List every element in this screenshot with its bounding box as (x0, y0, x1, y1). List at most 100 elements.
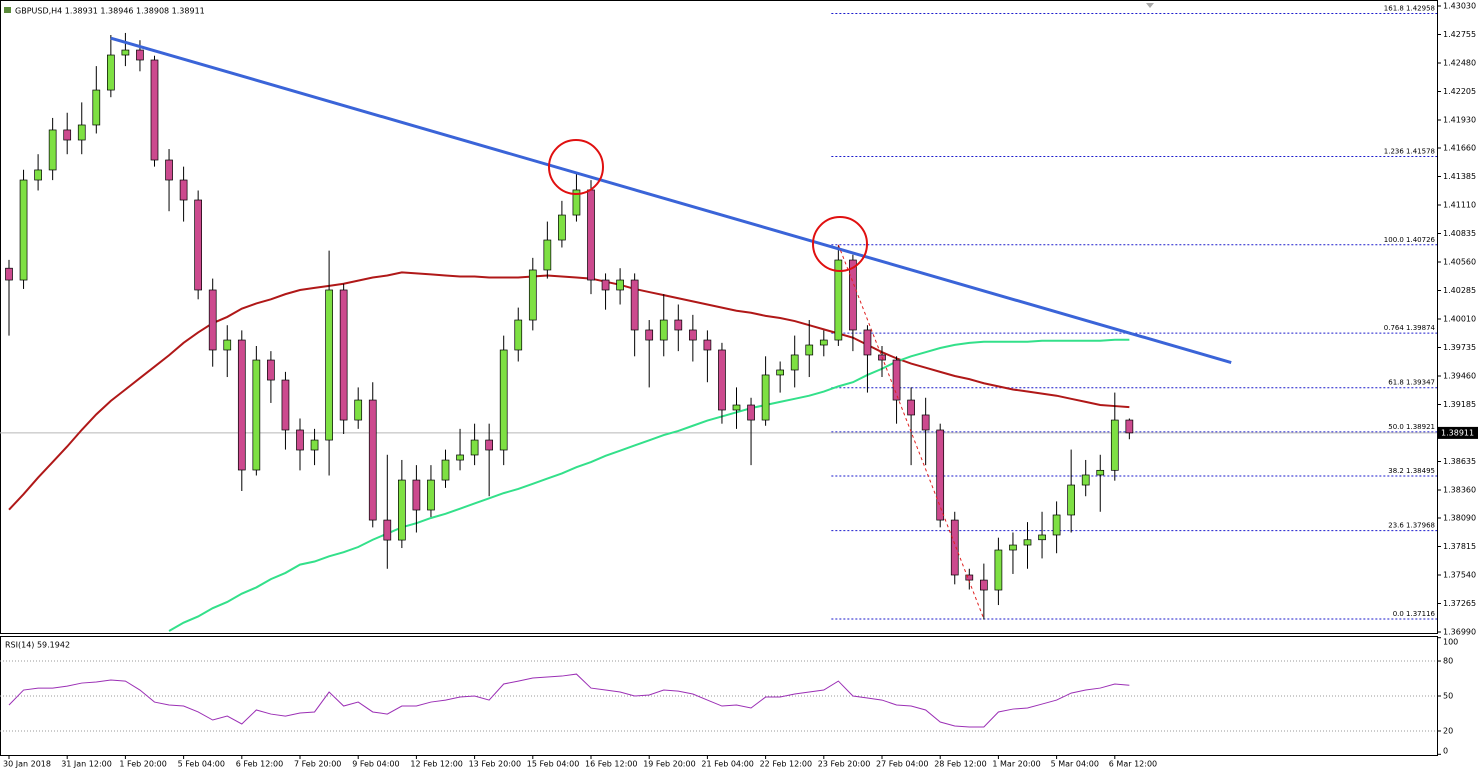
x-tick-label: 5 Mar 04:00 (1051, 760, 1099, 769)
trendline (110, 36, 1232, 364)
candle-body (776, 369, 785, 376)
candle-body (979, 579, 988, 591)
candle-body (267, 359, 275, 381)
last-price-label: 1.38911 (1441, 428, 1474, 437)
candle-body (572, 189, 581, 216)
x-tick-label: 13 Feb 20:00 (469, 760, 521, 769)
x-tick-label: 9 Feb 04:00 (352, 760, 399, 769)
fib-label: 23.6 1.37968 (1388, 522, 1435, 530)
y-tick-label: 100 (1443, 638, 1458, 647)
candle-body (688, 329, 697, 341)
fib-label: 0.0 1.37116 (1393, 610, 1436, 618)
x-tick-label: 22 Feb 12:00 (760, 760, 812, 769)
candle-body (761, 374, 770, 421)
candle-body (732, 404, 741, 411)
y-tick-label: 1.39735 (1443, 343, 1476, 352)
candle-body (1067, 484, 1076, 516)
candle-body (150, 59, 159, 161)
candle-body (558, 214, 566, 241)
y-tick-label: 1.37540 (1443, 570, 1476, 579)
y-tick-label: 50 (1443, 692, 1453, 701)
candle-body (645, 329, 654, 341)
candle-body (718, 349, 726, 411)
x-tick-label: 31 Jan 12:00 (61, 760, 112, 769)
candle-body (659, 319, 668, 341)
candle-body (892, 359, 901, 401)
fib-label: 161.8 1.42958 (1384, 4, 1435, 12)
candle-body (1038, 534, 1046, 541)
x-tick-label: 7 Feb 20:00 (294, 760, 341, 769)
y-tick-label: 1.39460 (1443, 372, 1476, 381)
x-tick-label: 30 Jan 2018 (3, 760, 51, 769)
y-tick-label: 1.41660 (1443, 143, 1476, 152)
candle-body (863, 329, 872, 356)
candle-body (834, 259, 843, 341)
main-panel-frame (0, 0, 1438, 634)
candle-body (310, 439, 319, 451)
y-tick-label: 1.40560 (1443, 257, 1476, 266)
x-tick-label: 23 Feb 20:00 (818, 760, 870, 769)
candle-body (237, 339, 246, 471)
candle-body (805, 344, 814, 356)
candle-body (485, 439, 493, 451)
fib-label: 38.2 1.38495 (1388, 467, 1435, 475)
y-tick-label: 1.41930 (1443, 116, 1476, 125)
highlight-circle (812, 216, 868, 272)
candle-body (34, 169, 42, 181)
x-tick-label: 6 Mar 12:00 (1109, 760, 1157, 769)
candle-body (165, 159, 173, 181)
x-tick-label: 15 Feb 04:00 (527, 760, 579, 769)
y-tick-label: 1.40010 (1443, 315, 1476, 324)
y-tick-label: 1.38090 (1443, 513, 1476, 522)
candle-body (441, 459, 450, 481)
highlight-circle (548, 139, 604, 195)
symbol-icon (4, 7, 11, 13)
candle-body (601, 279, 610, 291)
candle-body (1052, 514, 1061, 536)
y-tick-label: 1.40285 (1443, 286, 1476, 295)
candle-body (398, 479, 406, 541)
fib-label: 50.0 1.38921 (1388, 423, 1435, 431)
y-tick-label: 1.42480 (1443, 59, 1476, 68)
fib-label: 100.0 1.40726 (1384, 236, 1436, 244)
x-tick-label: 1 Mar 20:00 (992, 760, 1040, 769)
candle-body (1009, 544, 1017, 551)
y-tick-label: 1.38635 (1443, 457, 1476, 466)
candle-body (703, 339, 712, 351)
candle-body (587, 189, 595, 281)
candle-body (325, 289, 333, 441)
y-tick-label: 1.40835 (1443, 229, 1476, 238)
candle-body (383, 519, 392, 541)
y-tick-label: 1.41385 (1443, 172, 1476, 181)
x-tick-label: 27 Feb 04:00 (876, 760, 928, 769)
candle-body (106, 54, 115, 91)
candle-body (1023, 539, 1032, 546)
rsi-title: RSI(14) 59.1942 (5, 641, 70, 650)
candle-body (427, 479, 435, 511)
candle-body (790, 354, 799, 371)
candle-body (194, 199, 202, 291)
y-tick-label: 80 (1443, 657, 1453, 666)
candle-body (849, 259, 857, 331)
last-price-box (1438, 426, 1478, 439)
x-tick-label: 6 Feb 12:00 (236, 760, 283, 769)
fib-label: 61.8 1.39347 (1388, 379, 1435, 387)
candle-body (296, 429, 304, 451)
candle-body (994, 549, 1003, 591)
candle-body (223, 339, 232, 351)
candle-body (1096, 469, 1105, 476)
candle-body (354, 399, 363, 421)
x-tick-label: 1 Feb 20:00 (119, 760, 166, 769)
candle-body (747, 404, 755, 421)
candle-body (499, 349, 508, 451)
x-tick-label: 21 Feb 04:00 (701, 760, 753, 769)
candle-body (368, 399, 377, 521)
candle-body (121, 49, 130, 56)
candle-body (281, 379, 290, 431)
candle-body (136, 49, 144, 61)
candle-body (1081, 474, 1090, 486)
candle-body (819, 339, 828, 346)
candle-body (528, 269, 537, 321)
y-tick-label: 1.42205 (1443, 87, 1476, 96)
